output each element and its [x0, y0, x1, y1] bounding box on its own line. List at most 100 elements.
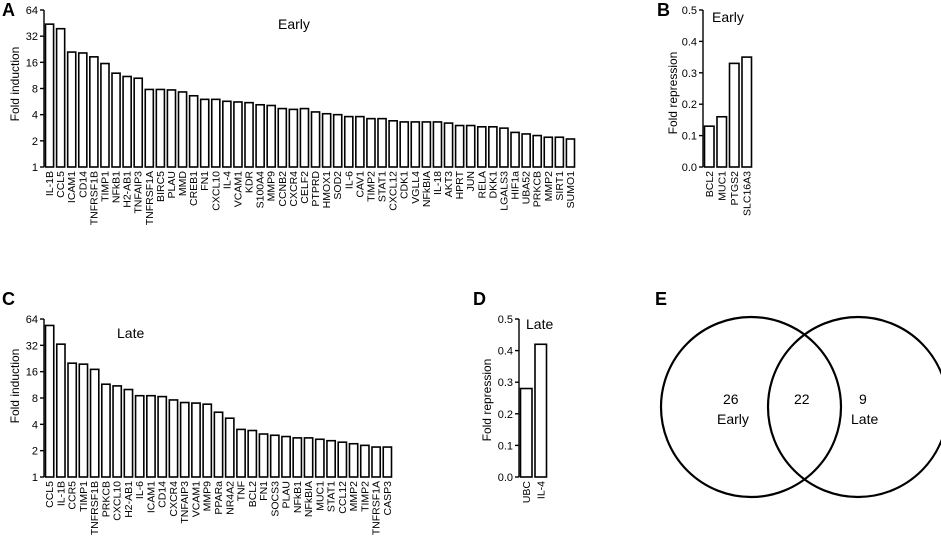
panel-a-bar — [210, 98, 221, 168]
panel-c-bar — [191, 402, 201, 478]
panel-c-category-label: CXCR4 — [168, 481, 180, 517]
panel-c-label: C — [2, 289, 15, 309]
panel-a-category-label: IL-1B — [44, 171, 56, 196]
panel-a-bar — [510, 131, 520, 168]
venn-circle-early — [659, 315, 843, 499]
panel-a-category-label: BIRC5 — [155, 171, 167, 202]
panel-c-bar — [382, 446, 393, 478]
panel-c-category-label: PRKCB — [100, 481, 112, 517]
panel-a-category-label: IL-6 — [343, 171, 355, 189]
panel-a-category-label: CELF2 — [299, 171, 311, 204]
panel-a-bar — [166, 89, 177, 168]
panel-a-bar — [55, 27, 66, 168]
panel-e-label: E — [655, 289, 667, 309]
panel-a-y-tick-label: 64 — [26, 5, 38, 17]
panel-a-bar — [343, 115, 354, 168]
panel-c-category-label: H2-AB1 — [123, 481, 135, 518]
panel-a-category-label: DKK1 — [487, 171, 499, 199]
panel-c-y-tick-label: 64 — [26, 314, 38, 326]
panel-a-y-tick-label: 8 — [32, 84, 38, 96]
panel-a-category-label: KDR — [244, 171, 256, 194]
panel-a-category-label: CCNB2 — [277, 171, 289, 207]
panel-b-y-tick-label: 0.4 — [682, 36, 697, 48]
panel-a-category-label: NFkBIA — [421, 171, 433, 207]
panel-a-bar — [377, 117, 387, 168]
panel-a-bar — [44, 23, 55, 168]
panel-c-category-label: MMP2 — [348, 481, 360, 511]
venn-overlap-count: 22 — [794, 391, 810, 407]
panel-c-bar — [112, 385, 123, 478]
panel-a-bar — [277, 107, 288, 168]
panel-a-bar — [77, 52, 88, 168]
panel-c-category-label: VCAM1 — [190, 481, 202, 517]
panel-a-bar — [66, 51, 77, 168]
panel-c-bar — [236, 428, 246, 478]
panel-c-bar — [371, 446, 382, 478]
panel-c-category-label: NR4A2 — [224, 481, 236, 515]
panel-c-category-label: TIMP2 — [359, 481, 371, 512]
panel-c-bar — [67, 362, 78, 478]
panel-b-title: Early — [712, 9, 744, 25]
panel-a-category-label: CCL5 — [55, 171, 67, 198]
panel-d-y-tick-label: 0.4 — [498, 346, 513, 358]
panel-a-category-label: MMP9 — [266, 171, 278, 201]
panel-a-category-label: STAT1 — [377, 171, 389, 202]
panel-a-category-label: PRKCB — [532, 171, 544, 207]
panel-c-bar — [44, 324, 55, 478]
panel-a-y-tick-label: 32 — [26, 31, 38, 43]
panel-e-venn: E 26 Early 22 9 Late — [655, 289, 941, 499]
panel-a-category-label: CXCL12 — [388, 171, 400, 211]
panel-c-bar — [157, 395, 168, 478]
panel-c-bar — [359, 444, 370, 478]
panel-a-category-label: VCAM1 — [232, 171, 244, 207]
panel-a-category-label: TIMP2 — [365, 171, 377, 202]
panel-a-category-label: CXCL10 — [210, 171, 222, 211]
panel-c-category-label: SOCS3 — [269, 481, 281, 517]
panel-a-bar — [144, 88, 155, 168]
panel-b-y-tick-label: 0.3 — [682, 68, 697, 80]
panel-c-bar — [123, 388, 134, 478]
panel-a-bar — [554, 136, 565, 168]
panel-a-bar — [355, 115, 365, 168]
panel-a-category-label: RELA — [476, 171, 488, 198]
panel-c-y-tick-label: 16 — [26, 367, 38, 379]
panel-c-category-label: BCL2 — [247, 481, 259, 507]
panel-a-bar — [410, 121, 421, 168]
panel-c-bar — [224, 417, 235, 478]
panel-a-bar — [100, 62, 110, 168]
panel-a-bar — [177, 91, 188, 168]
panel-c-category-label: TNFRSF1B — [89, 481, 101, 535]
panel-b-label: B — [657, 0, 670, 20]
panel-d-category-label: IL-4 — [535, 481, 547, 499]
panel-a-category-label: FN1 — [199, 171, 211, 191]
panel-c-bar — [326, 439, 337, 478]
panel-c-y-tick-label: 8 — [32, 393, 38, 405]
panel-a-category-label: IL-18 — [432, 171, 444, 195]
panel-b-bar — [703, 125, 715, 168]
panel-a-bar — [111, 72, 121, 168]
panel-d-y-tick-label: 0.1 — [498, 440, 513, 452]
panel-a-bar — [332, 113, 343, 168]
panel-a-category-label: CXCR4 — [288, 171, 300, 207]
panel-a-category-label: PTPRD — [310, 171, 322, 207]
panel-c-chart: C Late Fold induction 1 2 4 8 16 32 64 CCL5 IL-1… — [2, 289, 394, 535]
panel-a-bar — [255, 103, 265, 168]
panel-a-bar — [454, 124, 465, 168]
panel-c-y-tick-label: 4 — [32, 419, 38, 431]
panel-a-category-label: LGALS3 — [498, 171, 510, 211]
panel-a-category-label: HIF1a — [510, 171, 522, 200]
panel-c-bar — [337, 441, 348, 478]
panel-c-y-axis-label: Fold induction — [8, 349, 22, 424]
panel-a-bar — [321, 112, 332, 168]
panel-a-category-label: CD14 — [77, 171, 89, 198]
panel-c-category-label: CCL12 — [337, 481, 349, 514]
panel-a-bar — [421, 121, 432, 168]
panel-a-bar — [133, 77, 144, 168]
venn-late-label: Late — [851, 411, 878, 427]
panel-c-bar — [168, 399, 179, 478]
panel-b-category-label: MUC1 — [716, 171, 728, 201]
panel-c-bar — [348, 442, 359, 478]
panel-c-category-label: MUC1 — [314, 481, 326, 511]
